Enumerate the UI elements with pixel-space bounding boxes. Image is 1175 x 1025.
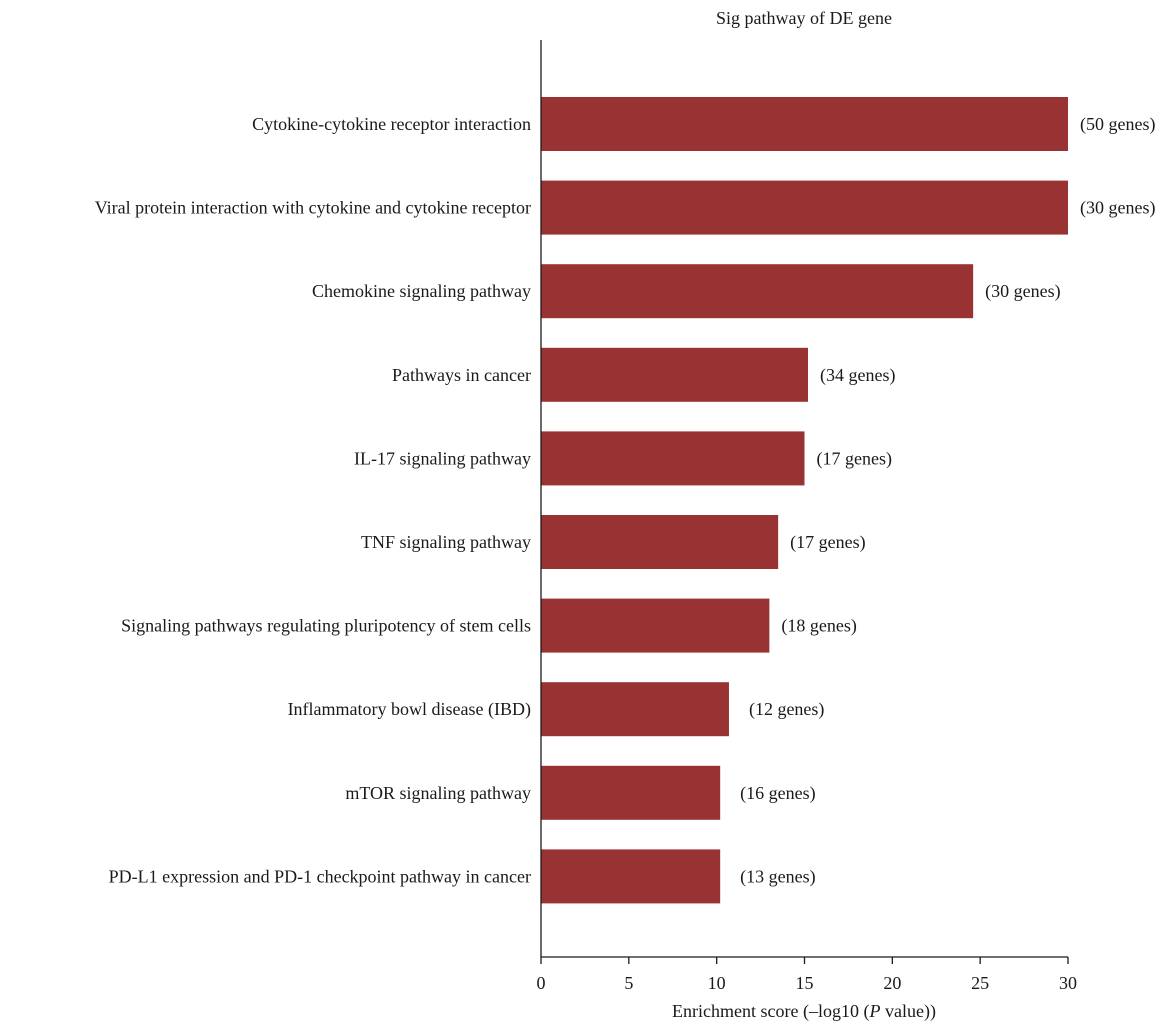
x-tick-label: 20 bbox=[883, 973, 901, 993]
gene-count-label: (17 genes) bbox=[817, 448, 892, 469]
x-tick-label: 0 bbox=[537, 973, 546, 993]
category-label: IL-17 signaling pathway bbox=[354, 448, 531, 468]
x-axis-label: Enrichment score (–log10 (P value)) bbox=[672, 1001, 936, 1022]
bar bbox=[541, 264, 974, 319]
bar bbox=[541, 765, 721, 820]
category-label: Signaling pathways regulating pluripoten… bbox=[121, 616, 531, 636]
x-tick-label: 5 bbox=[624, 973, 633, 993]
category-label: PD-L1 expression and PD-1 checkpoint pat… bbox=[109, 866, 531, 886]
category-label: mTOR signaling pathway bbox=[345, 783, 531, 803]
category-label: Inflammatory bowl disease (IBD) bbox=[288, 699, 531, 720]
gene-count-label: (34 genes) bbox=[820, 365, 895, 386]
gene-count-label: (30 genes) bbox=[985, 281, 1060, 302]
gene-count-label: (18 genes) bbox=[781, 616, 856, 637]
x-tick-label: 10 bbox=[708, 973, 726, 993]
category-label: Pathways in cancer bbox=[392, 365, 531, 385]
x-axis-ticks-layer: 0 5 10 15 20 25 30 bbox=[537, 957, 1077, 993]
gene-count-label: (30 genes) bbox=[1080, 198, 1155, 219]
gene-count-label: (16 genes) bbox=[740, 783, 815, 804]
bar bbox=[541, 347, 809, 402]
gene-count-label: (13 genes) bbox=[740, 866, 815, 887]
bar bbox=[541, 849, 721, 904]
chart-title: Sig pathway of DE gene bbox=[716, 8, 892, 28]
category-labels-layer: Cytokine-cytokine receptor interaction Vi… bbox=[95, 114, 531, 886]
x-axis-label-suffix: value)) bbox=[880, 1001, 935, 1022]
bar bbox=[541, 515, 779, 569]
x-axis-label-italic: P bbox=[868, 1001, 880, 1021]
bar bbox=[541, 598, 770, 653]
bars-layer bbox=[541, 97, 1068, 904]
bar bbox=[541, 180, 1068, 235]
bar bbox=[541, 431, 805, 486]
x-tick-label: 30 bbox=[1059, 973, 1077, 993]
gene-count-label: (50 genes) bbox=[1080, 114, 1155, 135]
x-tick-label: 25 bbox=[971, 973, 989, 993]
x-axis-label-prefix: Enrichment score (–log10 ( bbox=[672, 1001, 869, 1022]
gene-count-labels-layer: (50 genes) (30 genes) (30 genes) (34 genes)… bbox=[740, 114, 1155, 887]
category-label: Cytokine-cytokine receptor interaction bbox=[252, 114, 531, 134]
category-label: Chemokine signaling pathway bbox=[312, 281, 531, 301]
bar bbox=[541, 97, 1068, 151]
category-label: Viral protein interaction with cytokine … bbox=[95, 198, 531, 218]
category-label: TNF signaling pathway bbox=[361, 532, 531, 552]
x-tick-label: 15 bbox=[796, 973, 814, 993]
bar bbox=[541, 682, 729, 737]
gene-count-label: (17 genes) bbox=[790, 532, 865, 553]
gene-count-label: (12 genes) bbox=[749, 699, 824, 720]
